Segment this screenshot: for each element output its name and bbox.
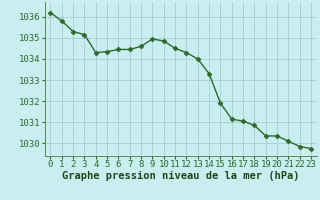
X-axis label: Graphe pression niveau de la mer (hPa): Graphe pression niveau de la mer (hPa) (62, 171, 300, 181)
